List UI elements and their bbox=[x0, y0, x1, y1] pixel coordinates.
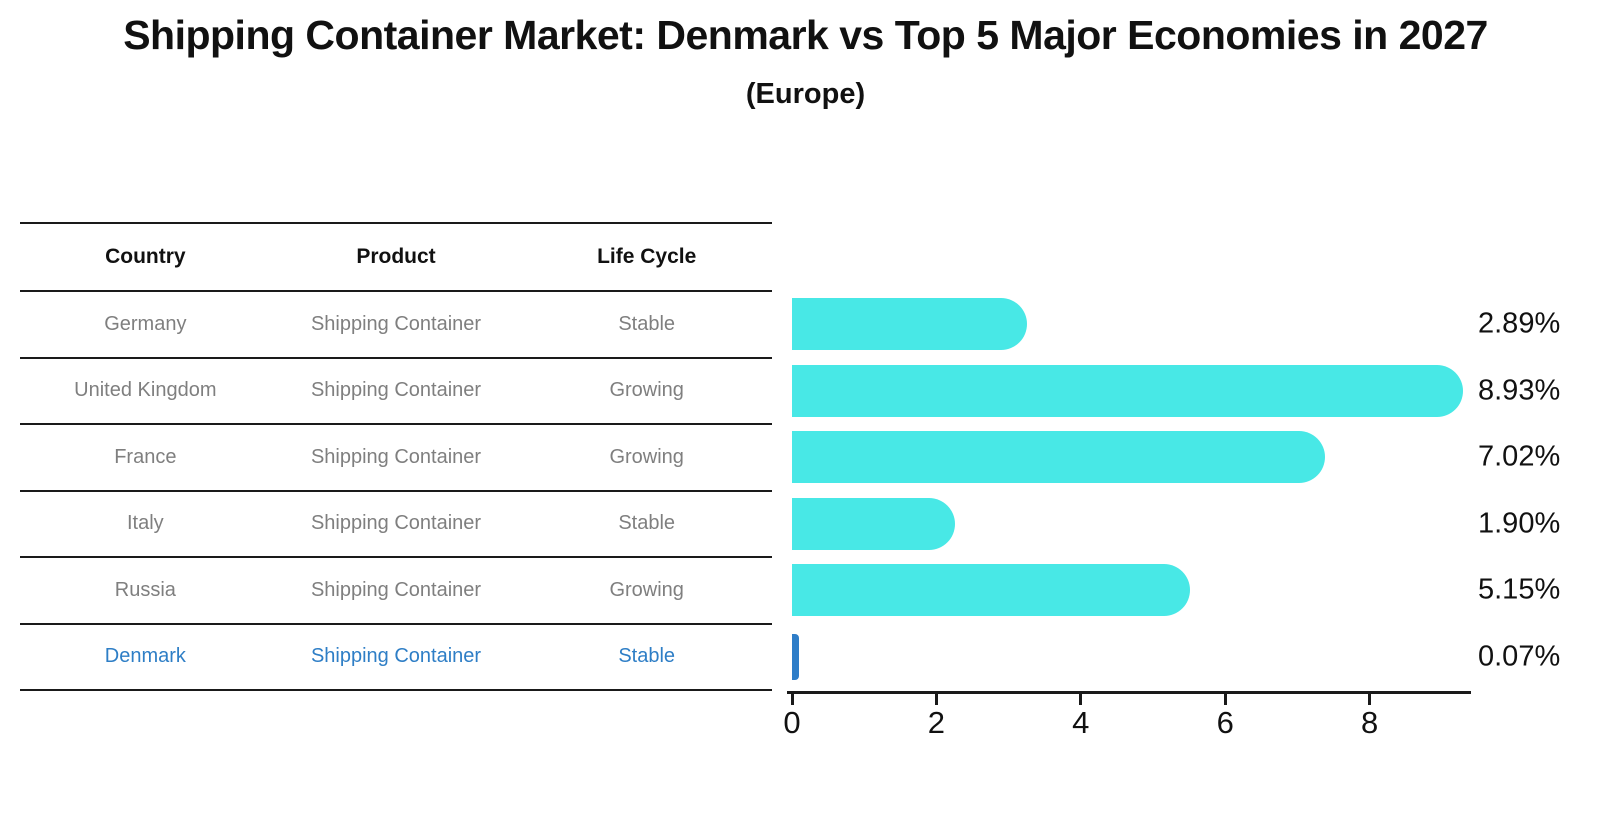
x-tick-mark bbox=[1368, 693, 1372, 705]
product-column-header: Product bbox=[356, 245, 436, 268]
bar-row: 7.02% bbox=[792, 424, 1611, 491]
product-cell: Shipping Container bbox=[310, 379, 482, 402]
bar-row: 8.93% bbox=[792, 358, 1611, 425]
bar bbox=[792, 364, 1463, 417]
product-cell: Shipping Container bbox=[310, 645, 482, 668]
x-tick-mark bbox=[1079, 693, 1083, 705]
country-column-header: Country bbox=[105, 245, 186, 268]
country-cell: Germany bbox=[104, 312, 187, 335]
table-body: Germany Shipping Container Stable United… bbox=[20, 292, 772, 689]
lifecycle-cell: Stable bbox=[618, 512, 676, 535]
bar-value-label: 2.89% bbox=[1478, 307, 1561, 340]
table-row: France Shipping Container Growing bbox=[20, 425, 772, 492]
bar-row: 1.90% bbox=[792, 491, 1611, 558]
x-tick-label: 4 bbox=[1072, 705, 1090, 740]
chart-title: Shipping Container Market: Denmark vs To… bbox=[123, 12, 1488, 58]
product-cell: Shipping Container bbox=[310, 312, 482, 335]
lifecycle-cell: Growing bbox=[609, 578, 684, 601]
country-cell: Denmark bbox=[104, 645, 186, 668]
x-tick-label: 0 bbox=[783, 705, 801, 740]
lifecycle-cell: Growing bbox=[609, 445, 684, 468]
product-cell: Shipping Container bbox=[310, 445, 482, 468]
x-tick-mark bbox=[790, 693, 794, 705]
bar-value-label: 0.07% bbox=[1478, 640, 1561, 673]
table-row: Italy Shipping Container Stable bbox=[20, 492, 772, 558]
lifecycle-cell: Stable bbox=[618, 645, 676, 668]
bar bbox=[792, 564, 1190, 616]
bar-row: 5.15% bbox=[792, 557, 1611, 624]
table-header-row: Country Product Life Cycle bbox=[20, 224, 772, 292]
bar-chart-area: 2.89% 8.93% 7.02% 1.90% 5.15% 0.07% bbox=[792, 291, 1611, 691]
country-cell: France bbox=[114, 445, 177, 468]
bar-value-label: 7.02% bbox=[1478, 440, 1561, 473]
lifecycle-cell: Growing bbox=[609, 379, 684, 402]
product-cell: Shipping Container bbox=[310, 578, 482, 601]
table-row: Germany Shipping Container Stable bbox=[20, 292, 772, 359]
bar-value-label: 1.90% bbox=[1478, 507, 1561, 540]
table-row: United Kingdom Shipping Container Growin… bbox=[20, 359, 772, 425]
x-tick-label: 8 bbox=[1360, 705, 1379, 740]
lifecycle-cell: Stable bbox=[618, 312, 676, 335]
country-table: Country Product Life Cycle Germany Shipp… bbox=[20, 222, 772, 691]
x-tick-label: 6 bbox=[1216, 705, 1234, 740]
bar-row: 0.07% bbox=[792, 624, 1611, 691]
country-cell: United Kingdom bbox=[74, 379, 217, 402]
bar bbox=[792, 497, 956, 550]
table-row: Russia Shipping Container Growing bbox=[20, 558, 772, 625]
lifecycle-column-header: Life Cycle bbox=[597, 245, 697, 268]
product-cell: Shipping Container bbox=[310, 512, 482, 535]
bar bbox=[792, 431, 1325, 483]
x-tick-mark bbox=[1223, 693, 1227, 705]
x-tick-mark bbox=[934, 693, 938, 705]
bar-row: 2.89% bbox=[792, 291, 1611, 358]
country-cell: Italy bbox=[126, 512, 164, 535]
bar bbox=[792, 633, 800, 680]
table-row: Denmark Shipping Container Stable bbox=[20, 625, 772, 690]
chart-subtitle: (Europe) bbox=[745, 78, 866, 110]
bar-value-label: 8.93% bbox=[1478, 374, 1561, 407]
country-cell: Russia bbox=[114, 578, 176, 601]
bar bbox=[792, 298, 1027, 350]
x-axis-line bbox=[787, 691, 1471, 694]
bar-value-label: 5.15% bbox=[1478, 573, 1561, 606]
x-tick-label: 2 bbox=[927, 705, 946, 740]
